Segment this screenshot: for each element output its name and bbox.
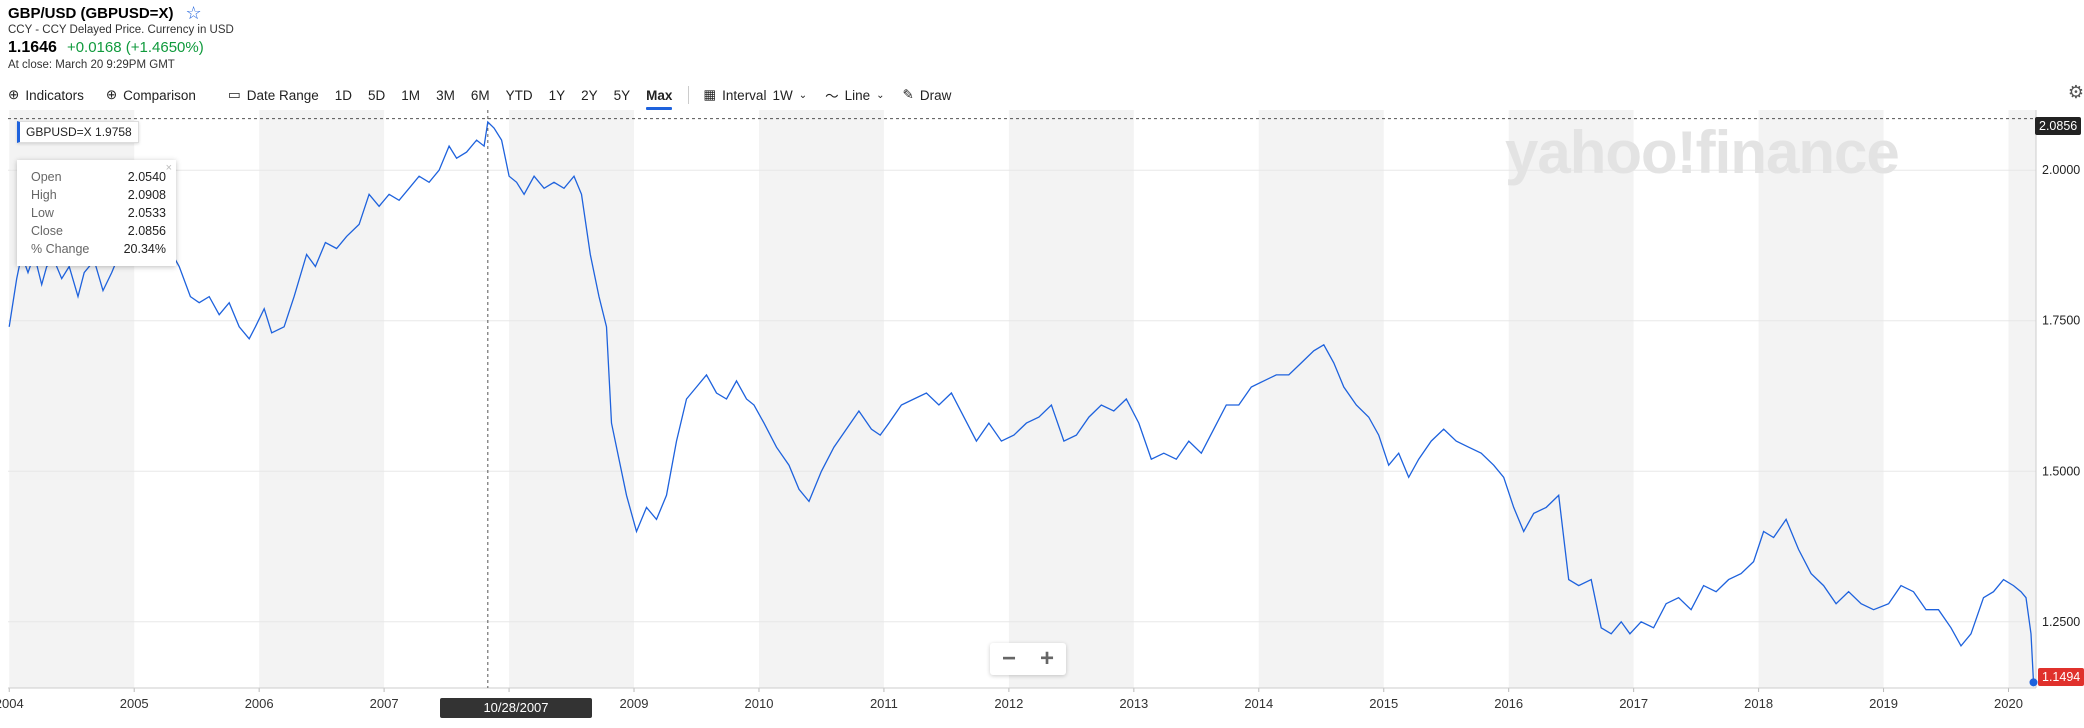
last-point-marker (2029, 678, 2038, 687)
ohlc-close-label: Close (31, 224, 63, 238)
ohlc-tooltip: × Open 2.0540 High 2.0908 Low 2.0533 Close 2… (17, 160, 176, 266)
range-5y[interactable]: 5Y (613, 87, 631, 103)
year-band (1008, 110, 1134, 688)
quote-subtitle: CCY - CCY Delayed Price. Currency in USD (8, 24, 234, 36)
quote-header: GBP/USD (GBPUSD=X) ☆ CCY - CCY Delayed P… (8, 4, 234, 71)
y-tick-label: 1.5000 (2042, 464, 2080, 478)
calendar-icon: ▭ (227, 87, 241, 102)
draw-button[interactable]: ✎ Draw (903, 87, 952, 103)
range-1y[interactable]: 1Y (548, 87, 566, 103)
comparison-button[interactable]: ⊕ Comparison (106, 87, 196, 103)
series-line-gbpusd (8, 120, 2035, 683)
x-tick-label: 2011 (870, 696, 898, 711)
y-tick-label: 1.7500 (2042, 314, 2080, 328)
x-tick-label: 2019 (1869, 696, 1898, 711)
x-tick-label: 2016 (1494, 696, 1523, 711)
range-6m[interactable]: 6M (470, 87, 490, 103)
chart-type-label: Line (844, 87, 871, 103)
x-tick-label: 2012 (994, 696, 1023, 711)
x-tick-label: 2013 (1119, 696, 1148, 711)
year-band (1258, 110, 1384, 688)
ohlc-close: 2.0856 (127, 224, 166, 238)
close-time: At close: March 20 9:29PM GMT (8, 59, 175, 71)
plus-circle-icon: ⊕ (105, 87, 118, 102)
x-tick-label: 2009 (620, 696, 649, 711)
x-tick-label: 2006 (245, 696, 274, 711)
interval-button[interactable]: ▦ Interval 1W ⌄ (703, 87, 807, 103)
interval-icon: ▦ (703, 87, 717, 102)
ohlc-high-label: High (31, 188, 57, 202)
chevron-down-icon: ⌄ (798, 89, 808, 101)
ohlc-change-label: % Change (31, 242, 90, 256)
x-tick-label: 2010 (745, 696, 774, 711)
ohlc-low: 2.0533 (127, 206, 166, 220)
year-band (509, 110, 635, 688)
year-bands (9, 110, 2036, 688)
settings-gear-icon[interactable]: ⚙ (2067, 82, 2084, 102)
x-tick-label: 2015 (1369, 696, 1398, 711)
indicators-label: Indicators (25, 87, 84, 103)
x-tick-label: 2004 (0, 696, 24, 711)
current-price: 1.1646 (8, 39, 57, 56)
indicators-button[interactable]: ⊕ Indicators (8, 87, 84, 103)
x-tick-label: 2017 (1619, 696, 1648, 711)
chart-type-button[interactable]: 〜 Line ⌄ (825, 85, 884, 105)
watchlist-star-icon[interactable]: ☆ (185, 3, 202, 23)
y-tick-label: 1.2500 (2042, 615, 2080, 629)
year-band (1758, 110, 1884, 688)
range-max[interactable]: Max (646, 87, 673, 110)
plus-circle-icon: ⊕ (8, 87, 20, 102)
zoom-in-button[interactable]: + (1039, 645, 1054, 672)
x-tick-label: 2007 (370, 696, 399, 711)
page-title: GBP/USD (GBPUSD=X) (8, 4, 174, 22)
line-chart-icon: 〜 (825, 89, 839, 104)
x-tick-label: 2018 (1744, 696, 1773, 711)
year-band (2008, 110, 2036, 688)
price-change: +0.0168 (+1.4650%) (66, 39, 204, 56)
crosshair-date-tag: 10/28/2007 (440, 698, 592, 718)
range-5d[interactable]: 5D (368, 87, 386, 103)
ohlc-high: 2.0908 (127, 188, 166, 202)
ohlc-open-label: Open (31, 170, 62, 184)
close-icon[interactable]: × (165, 162, 172, 174)
grid-lines (8, 169, 2036, 623)
x-tick-label: 2014 (1244, 696, 1273, 711)
interval-value: 1W (772, 87, 793, 103)
yahoo-finance-watermark: yahoo!finance (1505, 119, 1900, 186)
range-1m[interactable]: 1M (401, 87, 421, 103)
last-price-tag: 1.1494 (2038, 668, 2084, 686)
year-band (1508, 110, 1634, 688)
interval-label: Interval (722, 87, 767, 103)
x-tick-label: 2020 (1994, 696, 2023, 711)
x-axis-ticks: 2004200520062007200820092010201120122013… (0, 688, 2023, 711)
y-axis-ticks: 2.0000 1.7500 1.5000 1.2500 (2042, 163, 2080, 629)
year-band (758, 110, 884, 688)
draw-label: Draw (919, 87, 952, 103)
range-3m[interactable]: 3M (436, 87, 455, 103)
zoom-out-button[interactable]: − (1001, 645, 1016, 672)
year-band (259, 110, 385, 688)
y-tick-label: 2.0000 (2042, 163, 2080, 177)
ohlc-open: 2.0540 (127, 170, 166, 184)
chart-toolbar: ⊕ Indicators ⊕ Comparison ▭ Date Range 1… (8, 85, 952, 110)
series-tag[interactable]: GBPUSD=X 1.9758 (17, 121, 139, 143)
date-range-label: Date Range (246, 87, 319, 103)
comparison-label: Comparison (123, 87, 196, 103)
ohlc-change: 20.34% (123, 242, 166, 256)
range-ytd[interactable]: YTD (505, 87, 533, 103)
pencil-icon: ✎ (902, 87, 914, 102)
toolbar-divider (688, 86, 690, 104)
zoom-controls: − + (990, 643, 1066, 675)
x-tick-label: 2005 (120, 696, 149, 711)
ohlc-low-label: Low (31, 206, 54, 220)
range-1d[interactable]: 1D (334, 87, 353, 103)
date-range-button[interactable]: ▭ Date Range (228, 87, 319, 103)
chevron-down-icon: ⌄ (876, 89, 885, 101)
top-price-tag: 2.0856 (2035, 117, 2082, 135)
range-2y[interactable]: 2Y (581, 87, 598, 103)
